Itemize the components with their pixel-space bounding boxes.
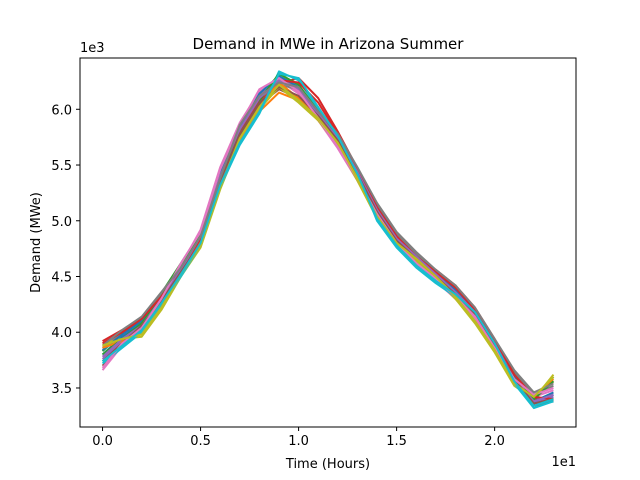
x-axis-label: Time (Hours): [285, 457, 370, 472]
x-axis-offset-label: 1e1: [551, 455, 576, 470]
series-line-1: [101, 88, 554, 405]
y-tick-label: 4.5: [51, 271, 72, 286]
y-tick-label: 3.5: [51, 382, 72, 397]
x-axis: 0.0 0.5 1.0 1.5 2.0: [92, 427, 505, 449]
x-tick-label: 0.0: [92, 434, 113, 449]
chart-title: Demand in MWe in Arizona Summer: [193, 35, 465, 53]
series-line-6: [101, 88, 554, 407]
series-line-16: [101, 85, 554, 405]
x-tick-label: 1.0: [288, 434, 309, 449]
y-tick-label: 5.5: [51, 159, 72, 174]
y-tick-label: 6.0: [51, 103, 72, 118]
y-tick-label: 4.0: [51, 326, 72, 341]
series-line-19: [102, 83, 555, 398]
series-line-17: [101, 77, 554, 396]
series-line-20: [101, 72, 554, 407]
y-axis: 3.5 4.0 4.5 5.0 5.5 6.0: [51, 103, 80, 397]
x-tick-label: 1.5: [386, 434, 407, 449]
series-line-2: [102, 91, 555, 398]
series-lines: [101, 70, 555, 410]
y-tick-label: 5.0: [51, 215, 72, 230]
y-axis-label: Demand (MWe): [29, 192, 44, 293]
x-tick-label: 0.5: [190, 434, 211, 449]
x-tick-label: 2.0: [484, 434, 505, 449]
y-axis-offset-label: 1e3: [80, 41, 105, 56]
plot-frame: [79, 57, 577, 428]
